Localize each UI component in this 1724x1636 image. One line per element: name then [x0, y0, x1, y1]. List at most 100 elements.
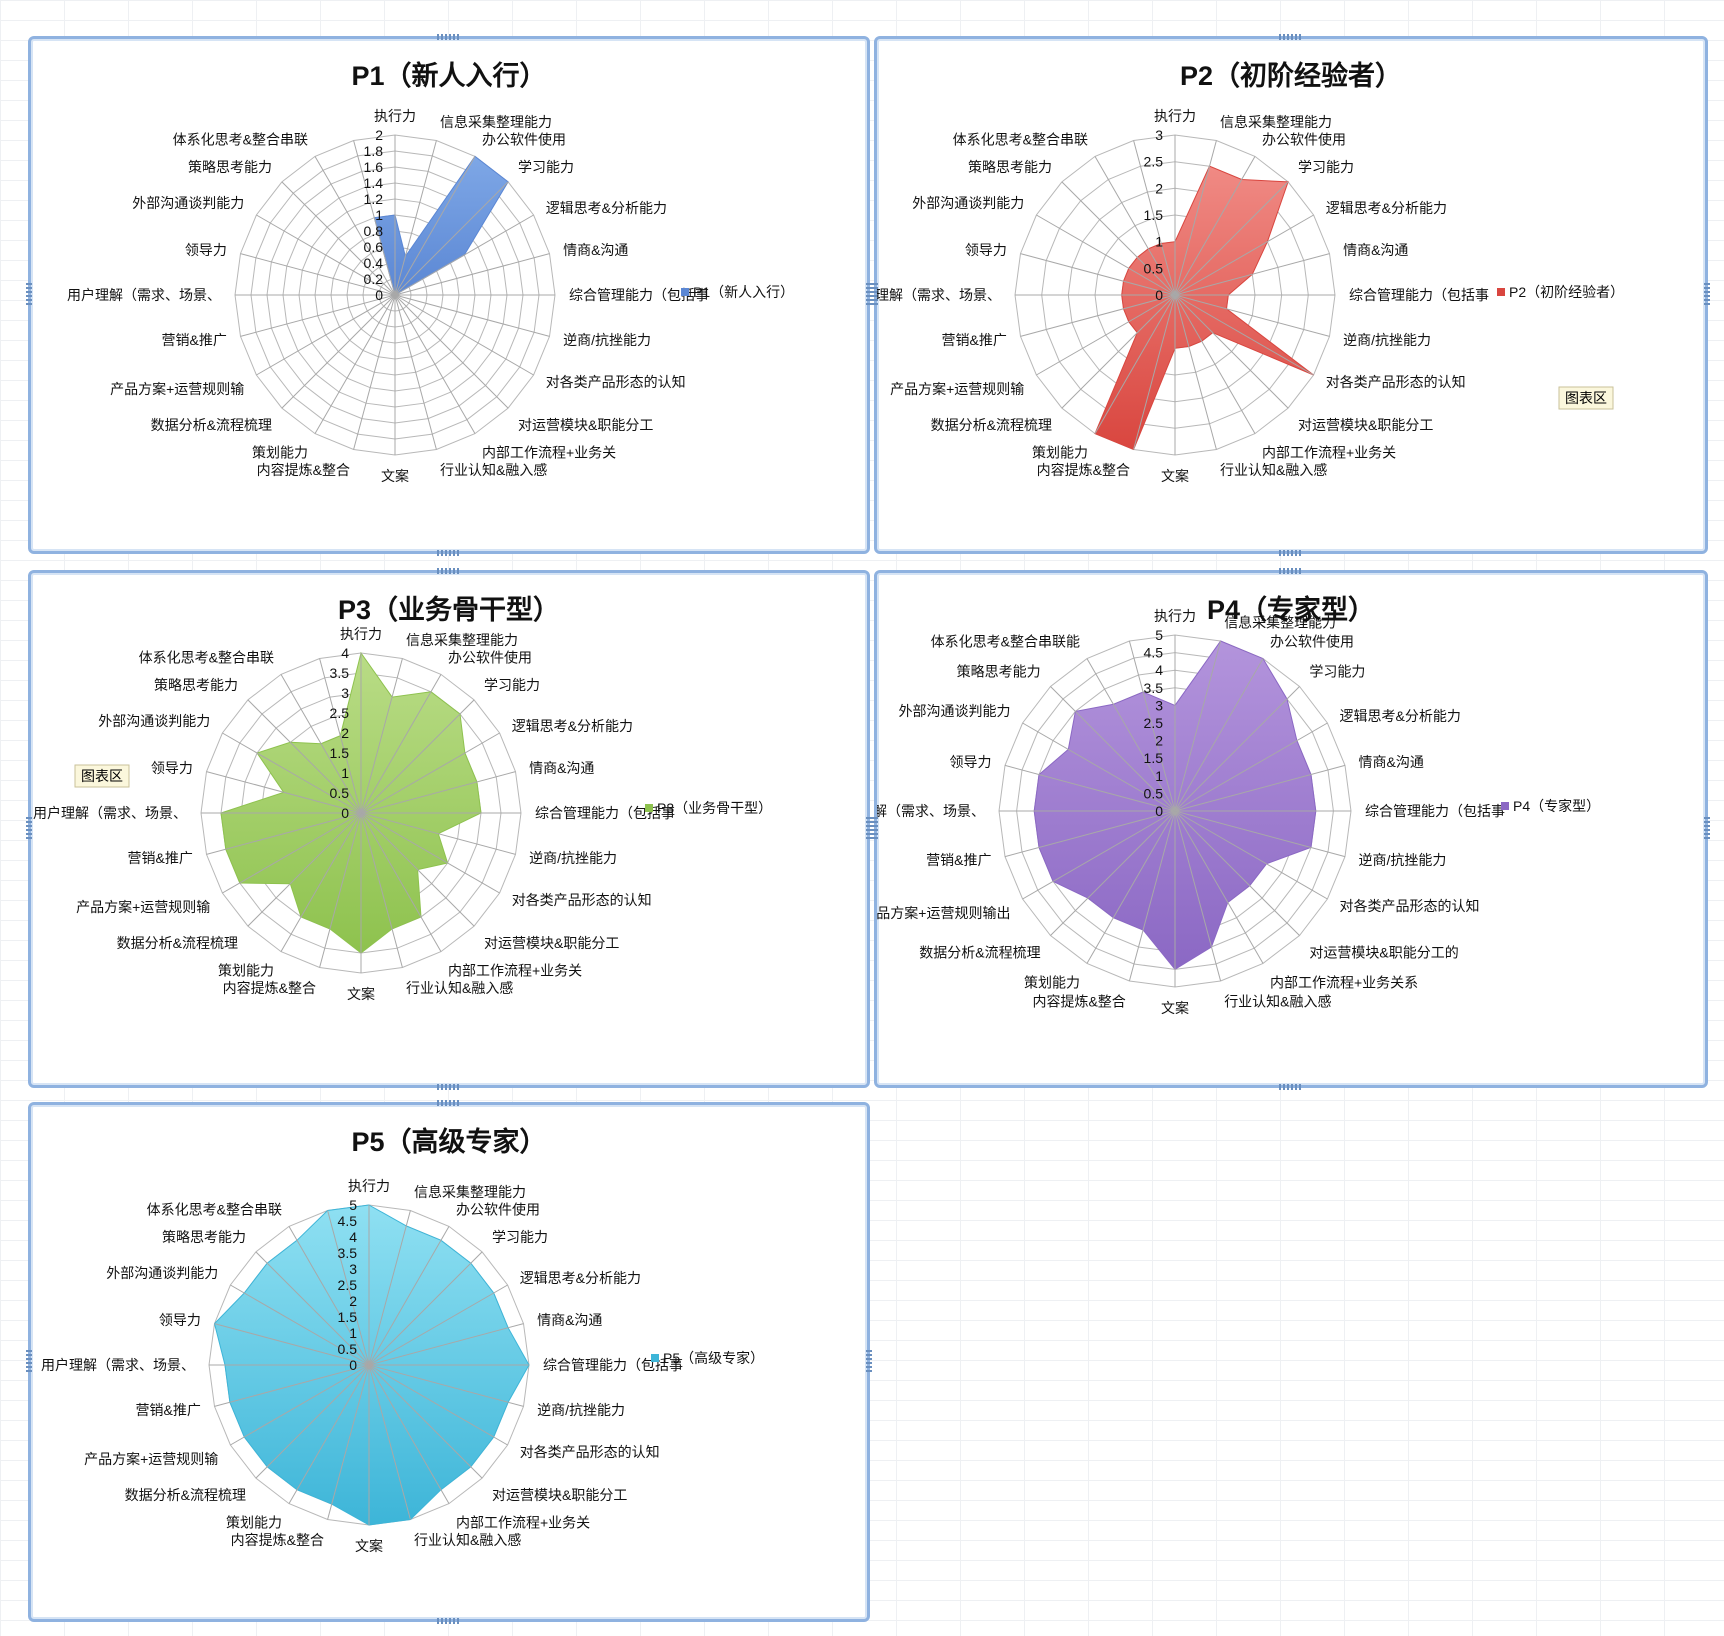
category-label: 数据分析&流程梳理	[125, 1487, 246, 1503]
resize-handle-bottom[interactable]	[437, 1618, 461, 1624]
category-label: 体系化思考&整合串联	[147, 1201, 282, 1217]
legend-swatch	[1497, 288, 1505, 296]
radar-chart-p5: P5（高级专家） 00.511.522.533.544.55 执行力 信息采集整理能力…	[41, 1126, 764, 1554]
tick-label: 4	[341, 645, 349, 661]
tick-label: 1.5	[1144, 750, 1164, 766]
resize-handle-top[interactable]	[1279, 34, 1303, 40]
resize-handle-right[interactable]	[866, 1350, 872, 1374]
spoke	[394, 181, 509, 296]
tick-label: 0.5	[1144, 260, 1164, 276]
resize-handle-left[interactable]	[872, 283, 878, 307]
tick-label: 0	[349, 1357, 357, 1373]
tick-label: 2	[1155, 733, 1163, 749]
resize-handle-bottom[interactable]	[1279, 1084, 1303, 1090]
tick-label: 0.6	[364, 239, 384, 255]
spoke	[1174, 214, 1314, 296]
spoke	[1174, 722, 1328, 812]
category-label: 对运营模块&职能分工	[484, 935, 619, 951]
category-label: 行业认知&融入感	[1224, 994, 1331, 1010]
category-label: 策划能力	[1032, 445, 1088, 461]
tick-label: 1	[349, 1325, 357, 1341]
resize-handle-bottom[interactable]	[437, 1084, 461, 1090]
category-label: 文案	[355, 1538, 383, 1554]
resize-handle-right[interactable]	[1704, 283, 1710, 307]
tick-label: 0	[1155, 287, 1163, 303]
spoke	[394, 253, 550, 296]
category-label: 学习能力	[1298, 159, 1354, 175]
category-label: 领导力	[965, 242, 1007, 258]
resize-handle-left[interactable]	[872, 817, 878, 841]
spoke	[1128, 640, 1176, 812]
category-label: 内容提炼&整合	[231, 1532, 324, 1548]
spoke	[1174, 640, 1222, 812]
spoke	[256, 294, 396, 376]
category-label: 内容提炼&整合	[1032, 994, 1125, 1010]
category-label: 策略思考能力	[968, 159, 1052, 175]
category-label: 信息采集整理能力	[1224, 615, 1336, 631]
category-label: 逻辑思考&分析能力	[520, 1270, 641, 1286]
category-label: 营销&推广	[128, 850, 193, 866]
tick-label: 3.5	[338, 1245, 358, 1261]
tick-label: 0	[341, 805, 349, 821]
chart-panel-p3[interactable]: P3（业务骨干型） 0 0.5 1 1.5 2 2.5 3 3.5 4 执行力 信息采集整理能力 办公软…	[26, 568, 872, 1090]
category-label: 体系化思考&整合串联	[139, 649, 274, 665]
spoke	[1020, 294, 1176, 337]
resize-handle-right[interactable]	[866, 817, 872, 841]
tick-label: 4.5	[1144, 645, 1164, 661]
spoke	[319, 658, 362, 814]
tick-label: 1	[375, 207, 383, 223]
resize-handle-bottom[interactable]	[437, 550, 461, 556]
category-label: 用户理解（需求、场景、	[67, 287, 221, 303]
spoke	[360, 812, 475, 927]
resize-handle-bottom[interactable]	[1279, 550, 1303, 556]
spoke	[353, 140, 396, 296]
spoke	[368, 1284, 508, 1366]
tick-label: 5	[349, 1197, 357, 1213]
resize-handle-top[interactable]	[437, 1100, 461, 1106]
spoke	[360, 812, 403, 968]
spoke	[1174, 253, 1330, 296]
resize-handle-left[interactable]	[26, 817, 32, 841]
resize-handle-top[interactable]	[1279, 568, 1303, 574]
category-label: 数据分析&流程梳理	[117, 935, 238, 951]
tick-label: 1.6	[364, 159, 384, 175]
category-label: 综合管理能力（包括事	[1365, 803, 1505, 819]
category-label: 用户理解（需求、场景、	[41, 1357, 195, 1373]
spoke	[206, 771, 362, 814]
category-label: 学习能力	[1309, 664, 1365, 680]
resize-handle-right[interactable]	[866, 283, 872, 307]
spoke	[1050, 686, 1176, 812]
spoke	[368, 1364, 508, 1446]
resize-handle-left[interactable]	[26, 1350, 32, 1374]
spoke	[240, 294, 396, 337]
resize-handle-right[interactable]	[1704, 817, 1710, 841]
spoke	[1061, 294, 1176, 409]
radar-chart-p3: P3（业务骨干型） 0 0.5 1 1.5 2 2.5 3 3.5 4 执行力 信息采集整理能力办公软…	[33, 595, 772, 1002]
resize-handle-top[interactable]	[437, 568, 461, 574]
spoke	[394, 294, 437, 450]
tick-label: 0.5	[1144, 785, 1164, 801]
resize-handle-left[interactable]	[26, 283, 32, 307]
spoke	[230, 1284, 370, 1366]
chart-panel-p4[interactable]: P4（专家型） 0 0.5 1 1.5 2 2.5 3 3.5 4 4.5 5 执行力 信息采集整理能力办…	[872, 568, 1710, 1090]
tick-label: 3	[341, 685, 349, 701]
tick-label: 2.5	[1144, 154, 1164, 170]
category-label: 内部工作流程+业务关	[448, 963, 582, 979]
spoke	[1036, 214, 1176, 296]
chart-panel-p1[interactable]: P1（新人入行） 0 0.2 0.4 0.6 0.8 1 1.2 1.4 1.6 1.8 2 执行力 信息…	[26, 34, 872, 556]
category-label: 内容提炼&整合	[1037, 462, 1130, 478]
chart-title: P2（初阶经验者）	[1180, 60, 1402, 91]
spoke	[1174, 294, 1217, 450]
tick-label: 0.2	[364, 271, 384, 287]
chart-panel-p5[interactable]: P5（高级专家） 0 0.5 1 1.5 2 2.5 3 3.5 4 4.5 5 执行力 信息采集整理能力…	[26, 1100, 872, 1624]
spoke	[1174, 810, 1264, 964]
tick-label: 0	[1155, 803, 1163, 819]
chart-panel-p2[interactable]: P2（初阶经验者） 0 0.5 1 1.5 2 2.5 3 执行力 信息采集整理能力 办公软件使用学…	[872, 34, 1710, 556]
category-label: 综合管理能力（包括事	[543, 1357, 683, 1373]
spoke	[1174, 764, 1346, 812]
category-label: 综合管理能力（包括事	[1349, 287, 1489, 303]
resize-handle-top[interactable]	[437, 34, 461, 40]
tick-label: 2	[341, 725, 349, 741]
category-label: 策略思考能力	[957, 664, 1041, 680]
chart-area-tooltip: 图表区	[74, 764, 130, 788]
